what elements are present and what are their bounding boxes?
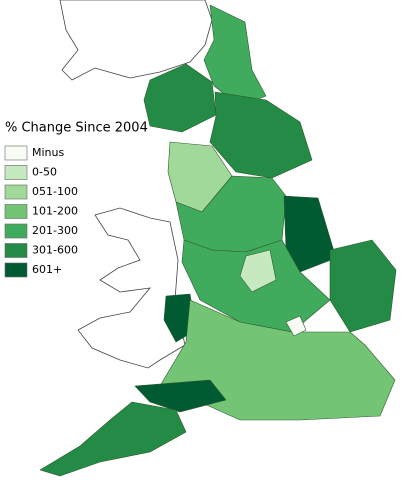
legend-swatch bbox=[4, 223, 28, 239]
legend-swatch bbox=[4, 204, 28, 219]
region bbox=[329, 239, 397, 333]
region bbox=[143, 63, 217, 133]
legend-label: 101-200 bbox=[32, 205, 78, 218]
legend-label: 301-600 bbox=[32, 244, 78, 257]
wales-outline bbox=[77, 207, 186, 369]
region bbox=[39, 401, 187, 477]
legend-swatch bbox=[4, 184, 28, 200]
legend-label: 601+ bbox=[32, 263, 62, 276]
region bbox=[134, 379, 227, 413]
legend-swatch bbox=[4, 243, 28, 258]
legend-label: 0-50 bbox=[32, 166, 57, 179]
legend-label: 201-300 bbox=[32, 224, 78, 237]
legend-title: % Change Since 2004 bbox=[5, 121, 148, 136]
region bbox=[209, 91, 313, 179]
region bbox=[285, 315, 307, 337]
region-group bbox=[39, 4, 397, 477]
legend-swatch bbox=[4, 262, 28, 278]
legend-label: Minus bbox=[32, 146, 64, 159]
region bbox=[283, 195, 337, 273]
legend-swatch bbox=[4, 145, 28, 161]
region bbox=[239, 249, 277, 293]
legend: Minus 0-50 051-100 101-200 201-300 301-600 601… bbox=[4, 145, 78, 278]
legend-label: 051-100 bbox=[32, 185, 78, 198]
legend-swatch bbox=[4, 165, 28, 180]
